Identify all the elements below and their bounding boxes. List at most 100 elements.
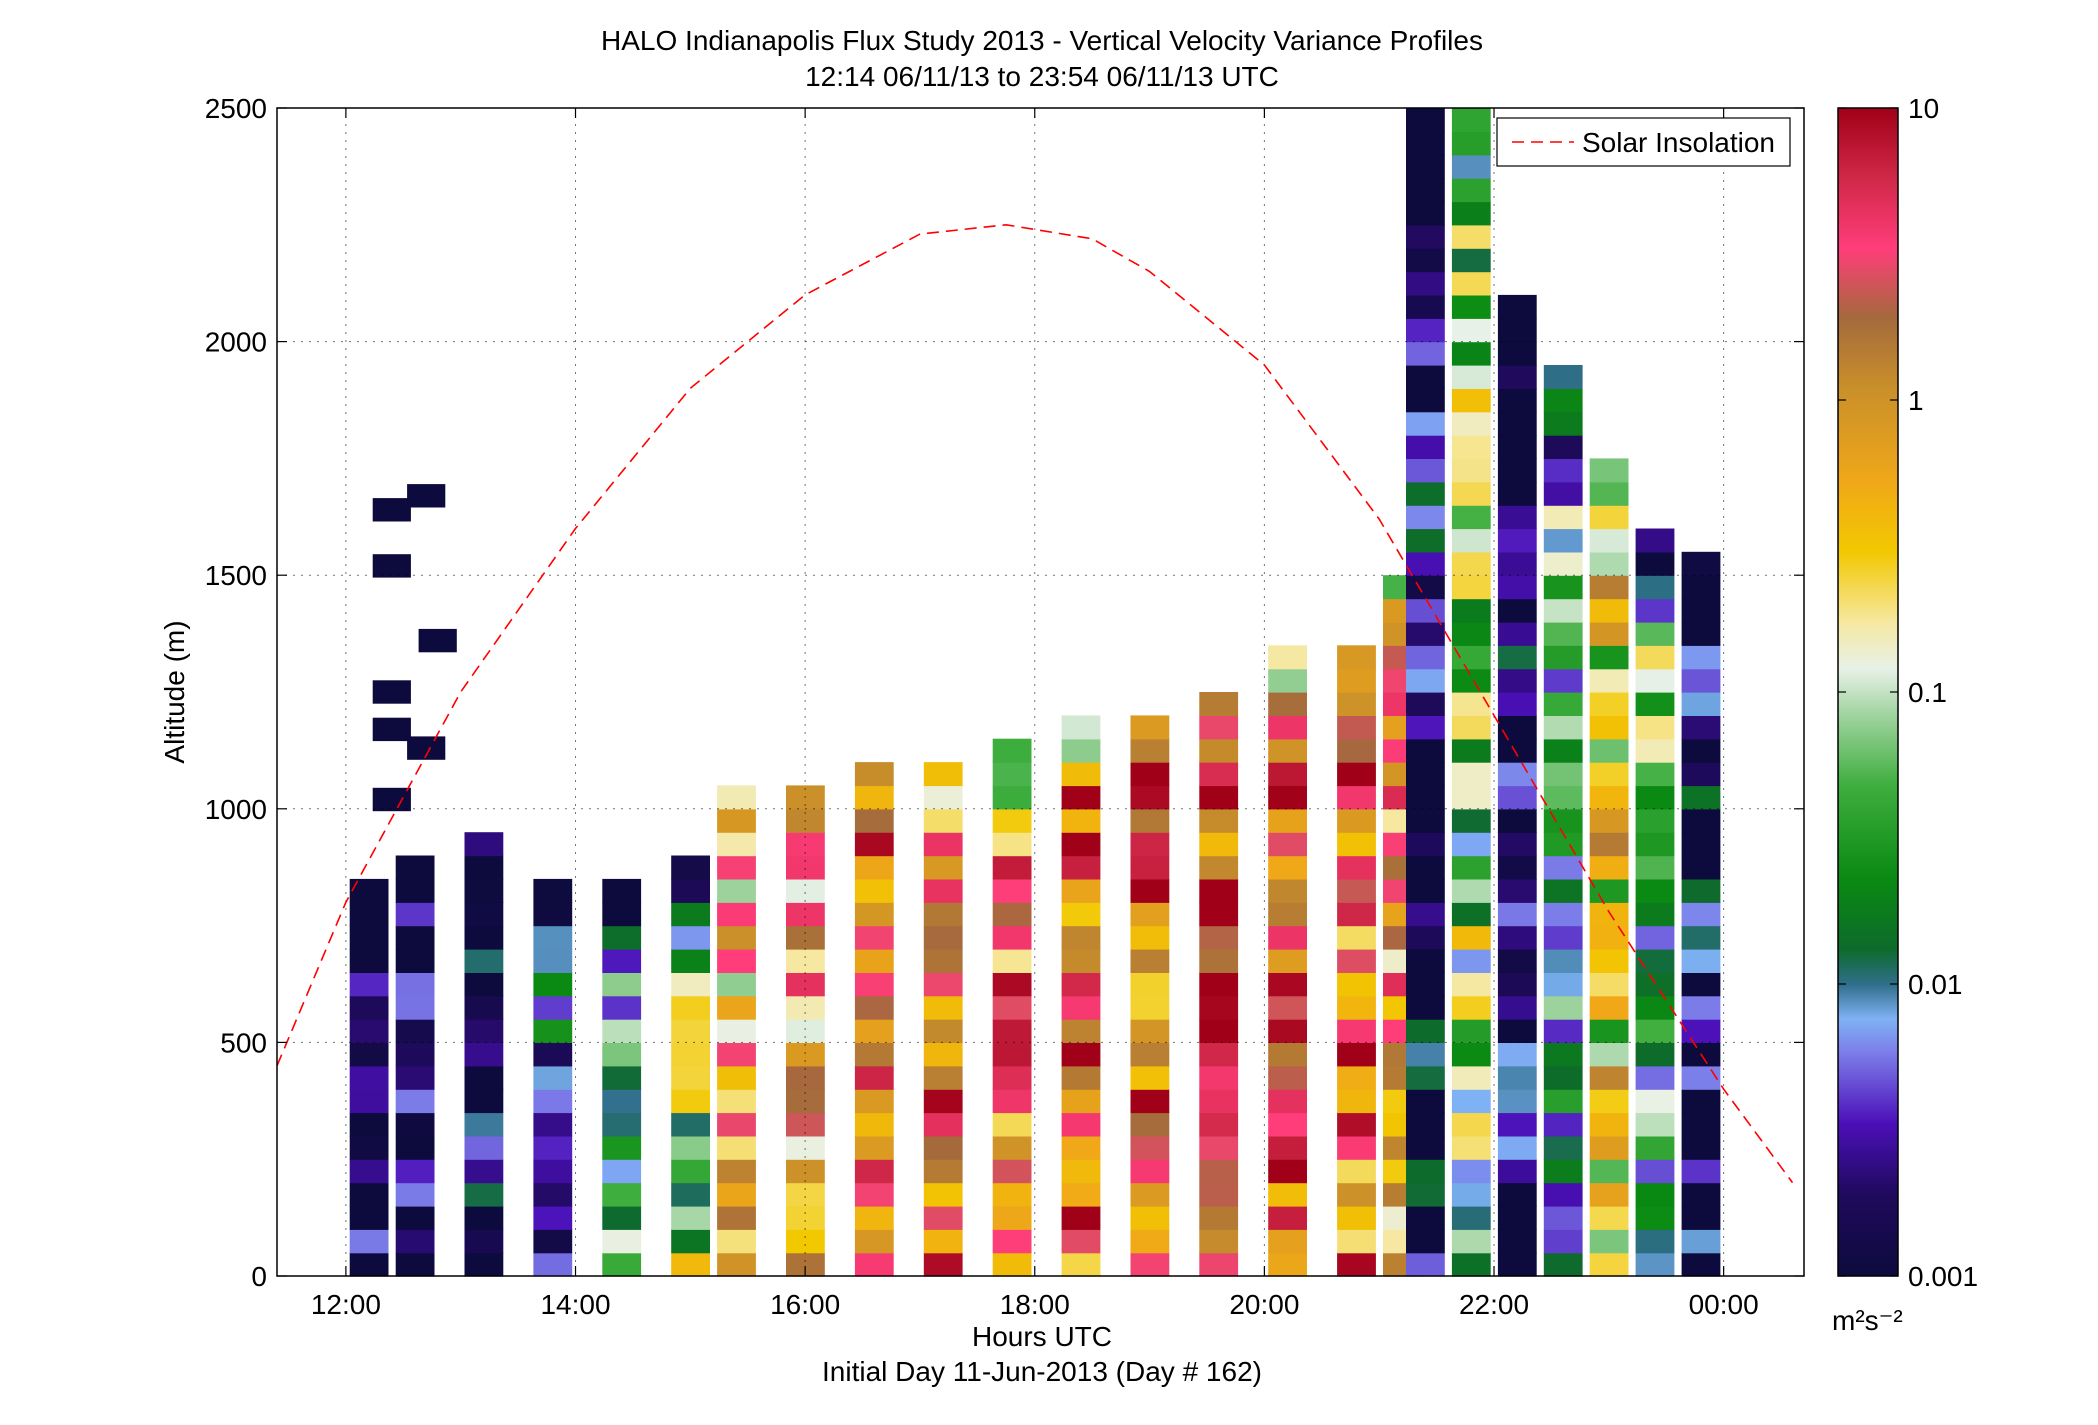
heatmap-cell <box>533 902 573 927</box>
x-tick-label: 22:00 <box>1459 1289 1529 1320</box>
heatmap-cell <box>1635 1182 1675 1207</box>
heatmap-cell <box>1589 575 1629 600</box>
heatmap-cell <box>1589 1205 1629 1230</box>
heatmap-cell <box>1406 1182 1445 1207</box>
heatmap-layer <box>349 108 1721 1277</box>
heatmap-cell <box>1589 902 1629 927</box>
heatmap-cell <box>1406 575 1445 600</box>
heatmap-cell <box>1635 925 1675 950</box>
heatmap-cell <box>533 925 573 950</box>
heatmap-cell <box>1497 481 1537 506</box>
x-tick-label: 12:00 <box>311 1289 381 1320</box>
heatmap-cell <box>1199 1089 1239 1114</box>
heatmap-cell <box>1337 878 1376 903</box>
heatmap-cell <box>1451 832 1491 857</box>
heatmap-cell <box>1497 388 1537 413</box>
heatmap-cell <box>464 949 504 973</box>
colorbar-scale <box>1837 107 1899 1277</box>
chart-title: HALO Indianapolis Flux Study 2013 - Vert… <box>601 25 1483 56</box>
heatmap-cell <box>1199 762 1239 787</box>
heatmap-cell <box>1199 715 1239 740</box>
heatmap-cell <box>1337 902 1376 927</box>
heatmap-cell <box>1497 365 1537 389</box>
heatmap-cell <box>1589 762 1629 787</box>
heatmap-cell <box>1451 949 1491 973</box>
heatmap-cell <box>1451 1229 1491 1254</box>
heatmap-cell <box>1681 1159 1721 1184</box>
heatmap-cell <box>1451 855 1491 880</box>
heatmap-cell <box>1061 1112 1101 1137</box>
heatmap-cell <box>1406 551 1445 576</box>
heatmap-cell <box>1635 1205 1675 1230</box>
heatmap-cell <box>1337 692 1376 716</box>
heatmap-cell <box>1268 995 1307 1020</box>
heatmap-cell <box>671 1135 710 1160</box>
heatmap-cell <box>349 1065 389 1090</box>
heatmap-cell <box>1635 1065 1675 1090</box>
heatmap-cell <box>1543 925 1583 950</box>
heatmap-cell <box>1497 785 1537 810</box>
heatmap-cell <box>1061 1135 1101 1160</box>
heatmap-cell <box>1589 528 1629 553</box>
heatmap-cell <box>464 925 504 950</box>
heatmap-cell <box>395 1205 435 1230</box>
heatmap-cell <box>854 949 894 973</box>
heatmap-cell <box>349 1089 389 1114</box>
heatmap-cell <box>1061 785 1101 810</box>
heatmap-cell <box>395 1229 435 1254</box>
heatmap-cell <box>1543 551 1583 576</box>
heatmap-cell <box>854 902 894 927</box>
heatmap-cell <box>533 995 573 1020</box>
heatmap-cell <box>1337 1182 1376 1207</box>
heatmap-cell <box>1130 762 1170 787</box>
heatmap-cell <box>717 1229 756 1254</box>
heatmap-cell <box>1199 855 1239 880</box>
heatmap-cell <box>1061 878 1101 903</box>
heatmap-cell <box>372 680 411 704</box>
y-tick-label: 1500 <box>205 560 267 591</box>
heatmap-cell <box>1543 1252 1583 1277</box>
heatmap-cell <box>1635 1252 1675 1277</box>
heatmap-cell <box>1451 1065 1491 1090</box>
y-tick-label: 2000 <box>205 327 267 358</box>
heatmap-cell <box>1268 1019 1307 1043</box>
heatmap-cell <box>1199 1159 1239 1184</box>
heatmap-cell <box>1061 762 1101 787</box>
heatmap-cell <box>923 878 963 903</box>
heatmap-cell <box>923 1182 963 1207</box>
heatmap-cell <box>1451 365 1491 389</box>
heatmap-cell <box>1130 1182 1170 1207</box>
heatmap-cell <box>1497 808 1537 833</box>
heatmap-cell <box>1543 692 1583 716</box>
heatmap-cell <box>992 1252 1032 1277</box>
x-tick-label: 16:00 <box>770 1289 840 1320</box>
heatmap-cell <box>1406 878 1445 903</box>
heatmap-cell <box>1589 1065 1629 1090</box>
heatmap-cell <box>1337 808 1376 833</box>
heatmap-cell <box>1635 855 1675 880</box>
heatmap-cell <box>1406 621 1445 646</box>
heatmap-cell <box>1543 481 1583 506</box>
heatmap-cell <box>464 1205 504 1230</box>
heatmap-cell <box>464 1252 504 1277</box>
heatmap-cell <box>1406 715 1445 740</box>
heatmap-cell <box>1406 388 1445 413</box>
heatmap-cell <box>854 972 894 997</box>
heatmap-cell <box>1635 738 1675 763</box>
heatmap-cell <box>533 1205 573 1230</box>
heatmap-cell <box>1406 248 1445 273</box>
heatmap-cell <box>854 1135 894 1160</box>
heatmap-cell <box>602 1135 642 1160</box>
colorbar-ticks: 0.001 0.01 0.1 1 10 <box>1838 93 1978 1292</box>
heatmap-cell <box>1635 1019 1675 1043</box>
heatmap-cell <box>854 1042 894 1067</box>
heatmap-cell <box>1130 1135 1170 1160</box>
heatmap-cell <box>1337 1089 1376 1114</box>
heatmap-cell <box>349 1112 389 1137</box>
heatmap-cell <box>1337 925 1376 950</box>
heatmap-cell <box>1061 1229 1101 1254</box>
chart-subtitle: 12:14 06/11/13 to 23:54 06/11/13 UTC <box>805 61 1279 92</box>
heatmap-cell <box>349 1135 389 1160</box>
heatmap-cell <box>992 925 1032 950</box>
heatmap-cell <box>1406 1205 1445 1230</box>
